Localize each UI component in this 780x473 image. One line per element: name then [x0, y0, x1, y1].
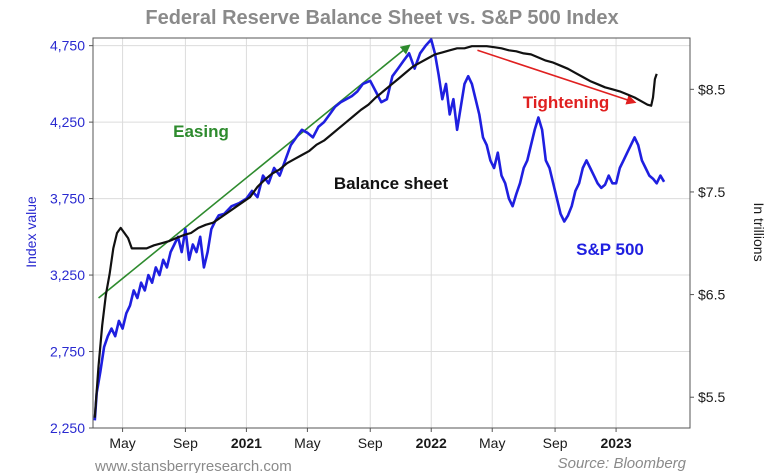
annotation-balance-sheet: Balance sheet: [334, 174, 449, 193]
x-tick-label: May: [294, 435, 320, 451]
x-tick-label: May: [109, 435, 135, 451]
arrows: [98, 44, 637, 299]
x-tick-label: 2021: [231, 435, 262, 451]
y-axis-label: Index value: [23, 196, 39, 268]
y2-tick-label: $8.5: [698, 81, 725, 97]
annotation-sp500: S&P 500: [576, 240, 644, 259]
footer-website: www.stansberryresearch.com: [94, 458, 292, 473]
series-balance-sheet: [93, 45, 658, 418]
annotation-tightening: Tightening: [523, 93, 610, 112]
y-tick-label: 3,250: [50, 267, 85, 283]
x-tick-label: Sep: [358, 435, 383, 451]
y-tick-label: 4,250: [50, 114, 85, 130]
series-sp500: [93, 38, 666, 421]
x-tick-label: Sep: [173, 435, 198, 451]
x-axis: May Sep 2021 May Sep 2022 May Sep 2023: [109, 428, 632, 451]
y2-tick-label: $6.5: [698, 287, 725, 303]
chart-title: Federal Reserve Balance Sheet vs. S&P 50…: [145, 7, 618, 29]
y-tick-label: 4,750: [50, 38, 85, 54]
footer-source: Source: Bloomberg: [558, 455, 687, 472]
series-lines: [93, 38, 666, 421]
y-tick-label: 2,750: [50, 344, 85, 360]
x-tick-label: Sep: [543, 435, 568, 451]
x-tick-label: May: [479, 435, 505, 451]
tightening-arrow: [477, 49, 637, 105]
y-tick-label: 2,250: [50, 420, 85, 436]
annotation-easing: Easing: [173, 122, 229, 141]
x-tick-label: 2023: [600, 435, 631, 451]
x-tick-label: 2022: [416, 435, 447, 451]
easing-arrow: [98, 44, 411, 299]
plot-frame: [92, 37, 691, 429]
y2-tick-label: $5.5: [698, 389, 725, 405]
y-tick-label: 3,750: [50, 191, 85, 207]
y-axis-left: 2,250 2,750 3,250 3,750 4,250 4,750: [50, 38, 93, 436]
y2-axis-label: In trillions: [751, 202, 767, 261]
y2-tick-label: $7.5: [698, 184, 725, 200]
y-axis-right: $5.5 $6.5 $7.5 $8.5: [690, 81, 725, 405]
